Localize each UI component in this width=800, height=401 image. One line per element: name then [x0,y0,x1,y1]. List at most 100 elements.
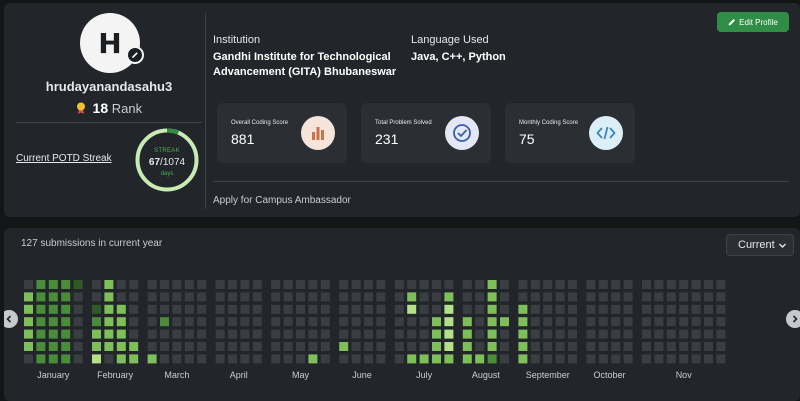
heatmap-cell [555,317,565,327]
heatmap-cell [92,354,101,364]
heatmap-cell [462,354,472,364]
heatmap-cell [36,329,46,339]
streak-ring-progress [135,128,199,192]
heatmap-cell [376,354,386,364]
heatmap-cell [36,354,46,364]
heatmap-cell [432,292,441,302]
heatmap-cell [555,304,565,314]
stat-card-problems-solved: Total Problem Solved 231 [361,103,491,163]
scroll-right-button[interactable] [786,310,800,328]
heatmap-cell [271,304,281,314]
heatmap-cell [283,280,293,289]
heatmap-cell [623,292,633,302]
heatmap-cell [704,292,713,302]
heatmap-cell [444,280,454,289]
stat-value: 75 [519,131,535,147]
heatmap-cell [296,329,305,339]
heatmap-cell [104,292,114,302]
heatmap-cell [407,329,417,339]
heatmap-cell [679,304,689,314]
heatmap-cell [568,317,577,327]
heatmap-cell [24,317,33,327]
heatmap-cell [116,304,126,314]
heatmap-cell [530,280,540,289]
heatmap-cell [704,342,713,351]
heatmap-cell [351,304,361,314]
heatmap-cell [444,292,454,302]
heatmap-cell [598,342,608,351]
stat-label: Overall Coding Score [231,120,289,126]
heatmap-cell [376,329,386,339]
heatmap-cell [394,304,404,314]
heatmap-cell [611,329,621,339]
heatmap-cell [394,292,404,302]
pencil-icon [728,19,736,26]
heatmap-cell [704,317,713,327]
institution-line-1: Gandhi Institute for Technological [213,51,391,63]
campus-ambassador-link[interactable]: Apply for Campus Ambassador [213,195,351,206]
heatmap-cell [586,342,596,351]
heatmap-cell [228,329,237,339]
heatmap-cell [487,342,497,351]
heatmap-cell [642,280,651,289]
heatmap-cell [518,354,528,364]
potd-streak-link[interactable]: Current POTD Streak [16,153,112,164]
heatmap-cell [364,342,373,351]
heatmap-cell [351,342,361,351]
heatmap-cell [364,304,373,314]
heatmap-cell [61,329,71,339]
heatmap-cell [462,342,472,351]
heatmap-cell [611,342,621,351]
month-label: June [352,370,372,380]
heatmap-cell [432,280,441,289]
heatmap-cell [160,304,169,314]
streak-ring [135,128,199,192]
pencil-icon[interactable] [126,46,144,64]
heatmap-cell [24,354,33,364]
heatmap-cell [308,342,318,351]
heatmap-cell [116,280,126,289]
heatmap-cell [543,304,553,314]
heatmap-cell [116,354,126,364]
heatmap-cell [184,292,194,302]
heatmap-cell [197,342,207,351]
divider [213,181,789,182]
heatmap-cell [691,292,701,302]
heatmap-cell [24,304,33,314]
month-label: August [471,370,500,380]
heatmap-cell [598,304,608,314]
heatmap-cell [283,329,293,339]
edit-profile-button[interactable]: Edit Profile [717,12,789,32]
heatmap-cell [296,280,305,289]
heatmap-cell [518,317,528,327]
heatmap-cell [320,354,330,364]
heatmap-cell [271,342,281,351]
heatmap-cell [240,280,250,289]
heatmap-cell [228,317,237,327]
heatmap-cell [654,304,664,314]
heatmap-cell [73,304,83,314]
heatmap-cell [611,304,621,314]
heatmap-cell [283,304,293,314]
heatmap-cell [351,329,361,339]
heatmap-cell [283,317,293,327]
heatmap-cell [691,354,701,364]
heatmap-cell [73,317,83,327]
scroll-left-button[interactable] [4,310,18,328]
heatmap-cell [252,304,262,314]
heatmap-cell [666,354,676,364]
year-select[interactable]: Current [726,234,794,256]
heatmap-cell [296,342,305,351]
heatmap-cell [129,280,139,289]
heatmap-cell [73,342,83,351]
heatmap-cell [240,304,250,314]
heatmap-cell [679,329,689,339]
heatmap-cell [623,342,633,351]
heatmap-cell [543,317,553,327]
heatmap-cell [586,304,596,314]
heatmap-cell [61,342,71,351]
heatmap-cell [129,342,139,351]
heatmap-cell [691,342,701,351]
heatmap-cell [48,280,58,289]
heatmap-cell [475,354,485,364]
